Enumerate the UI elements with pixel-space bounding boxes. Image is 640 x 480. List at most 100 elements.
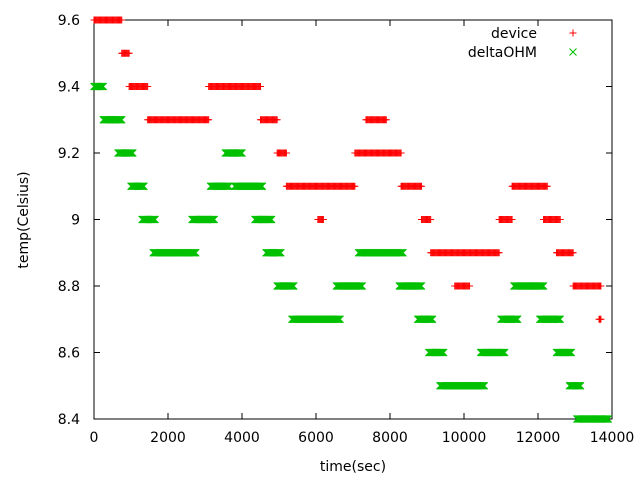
deltaohm-point (190, 248, 198, 257)
device-point (125, 49, 133, 57)
y-tick-label: 9.6 (58, 13, 80, 29)
deltaohm-point (426, 315, 435, 324)
deltaohm-point (355, 282, 364, 290)
deltaohm-point (276, 248, 285, 257)
deltaohm-point (206, 215, 215, 224)
deltaohm-point (275, 248, 283, 257)
deltaohm-point (554, 315, 563, 324)
deltaohm-point (478, 381, 487, 390)
device-point (273, 116, 281, 124)
deltaohm-point (273, 248, 282, 257)
deltaohm-point (225, 182, 233, 191)
deltaohm-point (289, 282, 297, 290)
deltaohm-point (480, 381, 489, 390)
deltaohm-point (208, 215, 217, 224)
deltaohm-point (399, 248, 407, 257)
series-device (90, 16, 605, 323)
deltaohm-point (223, 182, 232, 191)
deltaohm-point (569, 48, 577, 56)
deltaohm-point (536, 282, 545, 290)
deltaohm-point (565, 348, 574, 357)
deltaohm-point (138, 182, 146, 191)
deltaohm-point (603, 415, 612, 423)
x-axis-label: time(sec) (320, 459, 386, 475)
deltaohm-point (499, 348, 508, 357)
deltaohm-point (500, 348, 509, 357)
deltaohm-point (437, 348, 445, 357)
deltaohm-point (566, 348, 575, 357)
deltaohm-point (255, 182, 264, 191)
deltaohm-point (264, 215, 273, 224)
deltaohm-point (600, 415, 609, 423)
deltaohm-point (254, 182, 263, 191)
deltaohm-point (127, 149, 135, 157)
deltaohm-point (149, 215, 158, 224)
device-point (569, 249, 577, 257)
device-point (597, 282, 605, 290)
x-tick-label: 10000 (442, 430, 487, 446)
deltaohm-point (258, 182, 267, 191)
deltaohm-point (357, 282, 366, 290)
deltaohm-point (398, 248, 406, 257)
device-point (319, 216, 327, 223)
device-point (282, 149, 290, 157)
deltaohm-point (427, 315, 436, 324)
deltaohm-point (221, 182, 230, 191)
deltaohm-point (539, 282, 548, 290)
legend-label-deltaohm: deltaOHM (468, 45, 537, 61)
legend-label-device: device (491, 26, 537, 42)
deltaohm-point (235, 149, 244, 157)
deltaohm-point (556, 315, 565, 324)
x-tick-label: 8000 (372, 430, 408, 446)
deltaohm-point (256, 182, 265, 191)
deltaohm-point (274, 248, 282, 257)
y-tick-label: 8.6 (58, 346, 80, 362)
deltaohm-point (190, 248, 199, 257)
x-axis: 0 2000 4000 6000 8000 10000 12000 14000 (90, 20, 634, 446)
deltaohm-point (553, 315, 562, 324)
device-point (508, 216, 516, 223)
deltaohm-point (335, 315, 343, 324)
deltaohm-point (415, 282, 424, 290)
deltaohm-point (116, 115, 124, 124)
deltaohm-point (424, 315, 433, 324)
deltaohm-point (137, 182, 146, 191)
deltaohm-point (604, 415, 613, 423)
deltaohm-point (437, 348, 446, 357)
deltaohm-point (139, 182, 147, 191)
device-point (495, 249, 503, 257)
deltaohm-point (117, 115, 126, 124)
series-deltaohm (90, 82, 613, 423)
deltaohm-point (289, 282, 298, 290)
deltaohm-point (497, 348, 505, 357)
legend: device deltaOHM (468, 26, 577, 61)
deltaohm-point (114, 115, 122, 124)
y-axis: 8.4 8.6 8.8 9 9.2 9.4 9.6 (58, 13, 612, 428)
deltaohm-point (287, 282, 295, 290)
deltaohm-point (210, 215, 219, 224)
deltaohm-point (555, 315, 564, 324)
deltaohm-point (96, 82, 105, 91)
data-layer (90, 16, 613, 423)
deltaohm-point (397, 248, 405, 257)
deltaohm-point (266, 215, 275, 224)
deltaohm-point (151, 215, 159, 224)
deltaohm-point (535, 282, 544, 290)
deltaohm-point (267, 215, 276, 224)
device-point (427, 216, 435, 223)
deltaohm-point (188, 248, 196, 257)
deltaohm-point (564, 348, 573, 357)
deltaohm-point (354, 282, 363, 290)
deltaohm-point (438, 348, 447, 357)
device-point (569, 29, 577, 37)
deltaohm-point (95, 82, 104, 91)
deltaohm-point (498, 348, 506, 357)
deltaohm-point (125, 149, 134, 157)
deltaohm-point (439, 348, 448, 357)
deltaohm-point (477, 381, 486, 390)
deltaohm-point (140, 182, 148, 191)
deltaohm-point (425, 315, 434, 324)
deltaohm-point (148, 215, 157, 224)
deltaohm-point (150, 215, 158, 224)
